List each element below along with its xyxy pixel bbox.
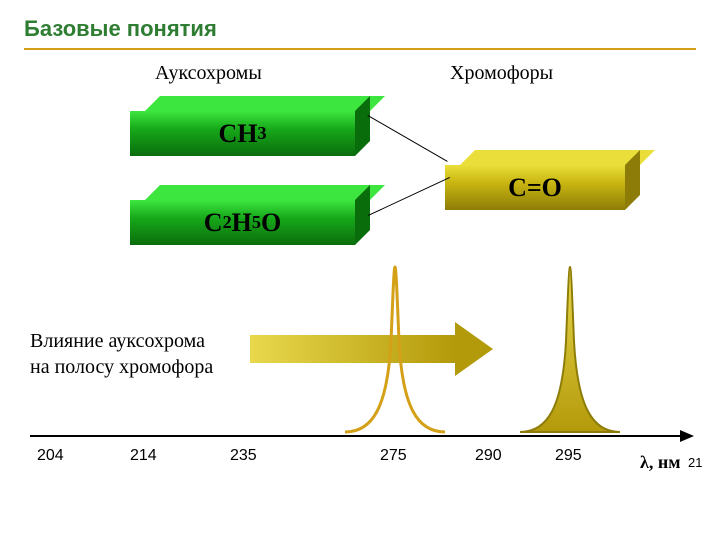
connector-2 [368, 177, 450, 216]
x-axis-arrowhead [680, 430, 694, 442]
tick-295: 295 [555, 447, 582, 465]
block-c2h5o: C2H5O [130, 185, 370, 245]
title-rule [24, 48, 696, 50]
auxochrome-label: Ауксохромы [155, 62, 262, 85]
shift-arrow-head [455, 322, 493, 376]
tick-290: 290 [475, 447, 502, 465]
axis-label: λ, нм [640, 452, 680, 473]
chromophore-label: Хромофоры [450, 62, 553, 85]
peak-right [520, 262, 620, 437]
x-axis [30, 435, 680, 437]
caption-line2: на полосу хромофора [30, 356, 213, 379]
page-title: Базовые понятия [24, 16, 217, 42]
block-ch3: CH3 [130, 96, 370, 156]
connector-1 [368, 115, 448, 162]
peak-left [345, 262, 445, 437]
caption-line1: Влияние ауксохрома [30, 330, 205, 353]
page-number: 21 [688, 455, 702, 470]
tick-214: 214 [130, 447, 157, 465]
tick-275: 275 [380, 447, 407, 465]
tick-235: 235 [230, 447, 257, 465]
tick-204: 204 [37, 447, 64, 465]
block-co: C=O [445, 150, 640, 210]
